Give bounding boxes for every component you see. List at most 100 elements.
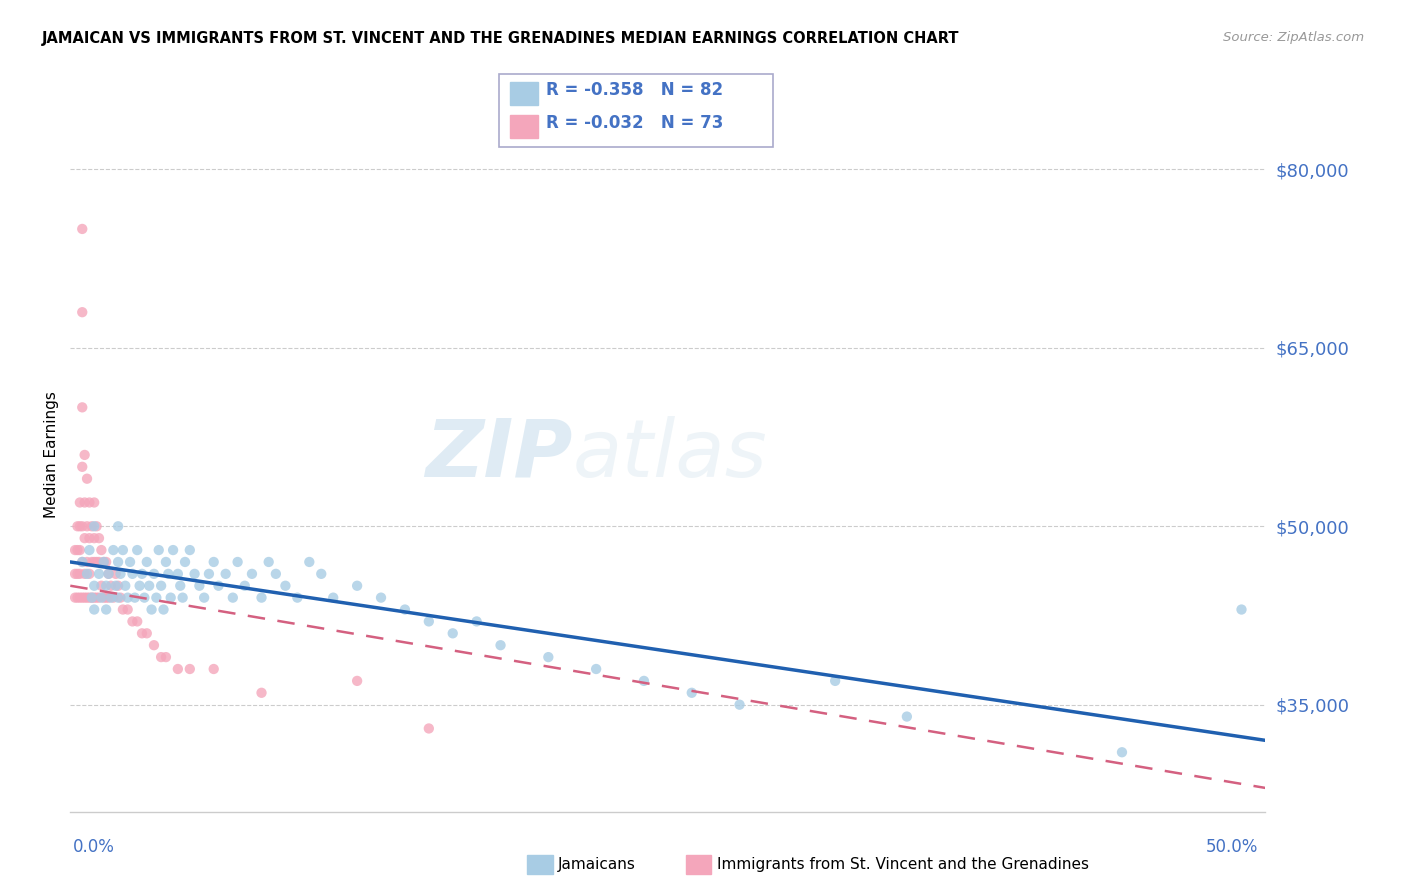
Point [107, 555, 129, 569]
Point [489, 638, 512, 652]
Point [86, 555, 108, 569]
Point [79, 543, 101, 558]
Point [69, 591, 91, 605]
Point [73, 448, 96, 462]
Point [73, 495, 96, 509]
Point [681, 686, 703, 700]
Point [96, 555, 117, 569]
Point [83, 579, 105, 593]
Point [226, 555, 249, 569]
Point [150, 650, 173, 665]
Point [96, 591, 117, 605]
Point [257, 555, 280, 569]
Point [79, 495, 101, 509]
Point [104, 579, 127, 593]
Point [66, 566, 89, 581]
Point [76, 555, 98, 569]
Point [121, 615, 143, 629]
Point [103, 591, 125, 605]
Point [166, 662, 188, 676]
Point [418, 722, 440, 736]
Point [73, 591, 96, 605]
Text: Jamaicans: Jamaicans [558, 857, 636, 871]
Point [117, 591, 139, 605]
Point [107, 519, 129, 533]
Point [83, 555, 105, 569]
Point [131, 626, 153, 640]
Point [148, 543, 170, 558]
Point [70, 459, 93, 474]
Point [83, 531, 105, 545]
Point [70, 305, 93, 319]
Point [169, 579, 191, 593]
Point [127, 615, 149, 629]
Point [70, 591, 93, 605]
Point [441, 626, 464, 640]
Point [183, 566, 205, 581]
Point [198, 566, 221, 581]
Point [83, 495, 105, 509]
Text: R = -0.358   N = 82: R = -0.358 N = 82 [546, 81, 723, 99]
Point [222, 591, 245, 605]
Point [87, 555, 110, 569]
Point [172, 591, 194, 605]
Point [152, 602, 174, 616]
Point [79, 566, 101, 581]
Text: atlas: atlas [572, 416, 768, 494]
Text: 50.0%: 50.0% [1206, 838, 1258, 855]
Point [80, 591, 103, 605]
Point [73, 566, 96, 581]
Text: Source: ZipAtlas.com: Source: ZipAtlas.com [1223, 31, 1364, 45]
Point [80, 591, 103, 605]
Point [322, 591, 344, 605]
Point [150, 579, 173, 593]
Point [233, 579, 256, 593]
Point [87, 531, 110, 545]
Point [124, 591, 146, 605]
Text: JAMAICAN VS IMMIGRANTS FROM ST. VINCENT AND THE GRENADINES MEDIAN EARNINGS CORRE: JAMAICAN VS IMMIGRANTS FROM ST. VINCENT … [42, 31, 960, 46]
Point [155, 650, 177, 665]
Point [70, 555, 93, 569]
Point [127, 543, 149, 558]
Point [96, 579, 117, 593]
Point [79, 591, 101, 605]
Point [70, 519, 93, 533]
Point [69, 495, 91, 509]
Point [83, 602, 105, 616]
Point [202, 662, 225, 676]
Point [90, 579, 112, 593]
Point [346, 579, 368, 593]
Point [202, 555, 225, 569]
Point [143, 566, 166, 581]
Point [63, 566, 86, 581]
Point [179, 662, 201, 676]
Point [97, 591, 120, 605]
Point [117, 602, 139, 616]
Point [193, 591, 215, 605]
Point [111, 602, 134, 616]
Point [63, 543, 86, 558]
Point [370, 591, 392, 605]
Point [309, 566, 333, 581]
Point [83, 591, 105, 605]
Point [90, 543, 112, 558]
Point [83, 519, 105, 533]
Point [465, 615, 488, 629]
Point [107, 579, 129, 593]
Point [346, 673, 368, 688]
Point [131, 566, 153, 581]
Point [214, 566, 236, 581]
Text: R = -0.032   N = 73: R = -0.032 N = 73 [546, 114, 723, 132]
Point [135, 555, 157, 569]
Point [128, 579, 150, 593]
Point [69, 566, 91, 581]
Point [87, 591, 110, 605]
Point [159, 591, 181, 605]
Point [80, 519, 103, 533]
Point [80, 555, 103, 569]
Point [76, 472, 98, 486]
Point [264, 566, 287, 581]
Point [633, 673, 655, 688]
Point [103, 543, 125, 558]
Point [1230, 602, 1253, 616]
